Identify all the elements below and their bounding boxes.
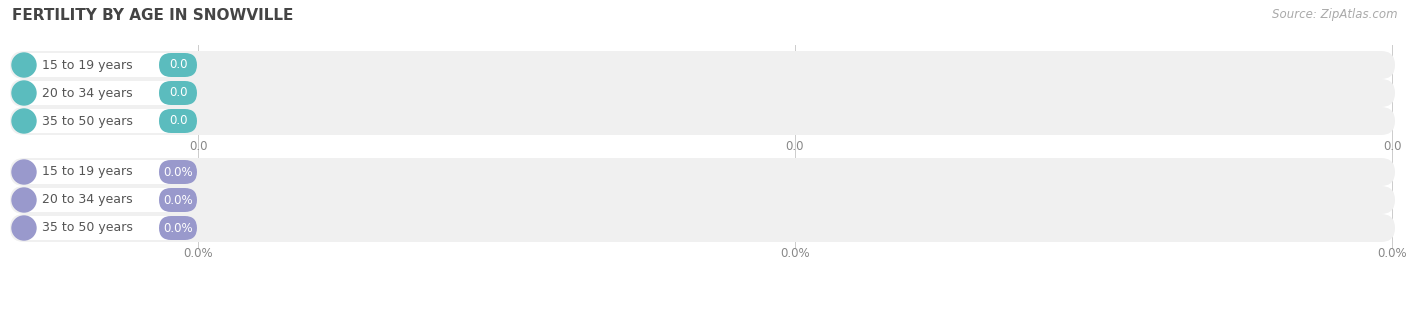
Text: 0.0: 0.0 [169, 58, 187, 72]
Text: 0.0: 0.0 [169, 86, 187, 100]
FancyBboxPatch shape [159, 81, 197, 105]
Text: 20 to 34 years: 20 to 34 years [42, 86, 132, 100]
Text: 0.0%: 0.0% [163, 166, 193, 179]
FancyBboxPatch shape [10, 186, 1395, 214]
Text: Source: ZipAtlas.com: Source: ZipAtlas.com [1272, 8, 1398, 21]
FancyBboxPatch shape [13, 53, 197, 77]
Circle shape [13, 53, 37, 77]
FancyBboxPatch shape [159, 188, 197, 212]
FancyBboxPatch shape [10, 51, 1395, 79]
Text: FERTILITY BY AGE IN SNOWVILLE: FERTILITY BY AGE IN SNOWVILLE [13, 8, 294, 23]
Text: 0.0: 0.0 [169, 115, 187, 127]
FancyBboxPatch shape [159, 109, 197, 133]
Text: 0.0%: 0.0% [183, 247, 212, 260]
Circle shape [13, 109, 37, 133]
FancyBboxPatch shape [13, 81, 197, 105]
FancyBboxPatch shape [10, 107, 1395, 135]
Text: 0.0%: 0.0% [1378, 247, 1406, 260]
FancyBboxPatch shape [13, 160, 197, 184]
Text: 0.0%: 0.0% [163, 193, 193, 207]
Circle shape [13, 216, 37, 240]
Text: 0.0%: 0.0% [163, 221, 193, 235]
Text: 20 to 34 years: 20 to 34 years [42, 193, 132, 207]
FancyBboxPatch shape [159, 53, 197, 77]
FancyBboxPatch shape [13, 109, 197, 133]
FancyBboxPatch shape [13, 188, 197, 212]
Circle shape [13, 81, 37, 105]
Text: 0.0: 0.0 [188, 140, 207, 153]
Text: 0.0: 0.0 [1382, 140, 1402, 153]
FancyBboxPatch shape [10, 214, 1395, 242]
FancyBboxPatch shape [10, 158, 1395, 186]
Text: 0.0%: 0.0% [780, 247, 810, 260]
Text: 35 to 50 years: 35 to 50 years [42, 221, 134, 235]
Circle shape [13, 160, 37, 184]
Circle shape [13, 188, 37, 212]
Text: 15 to 19 years: 15 to 19 years [42, 58, 132, 72]
Text: 35 to 50 years: 35 to 50 years [42, 115, 134, 127]
FancyBboxPatch shape [159, 216, 197, 240]
FancyBboxPatch shape [159, 160, 197, 184]
FancyBboxPatch shape [13, 216, 197, 240]
Text: 0.0: 0.0 [786, 140, 804, 153]
FancyBboxPatch shape [10, 79, 1395, 107]
Text: 15 to 19 years: 15 to 19 years [42, 166, 132, 179]
